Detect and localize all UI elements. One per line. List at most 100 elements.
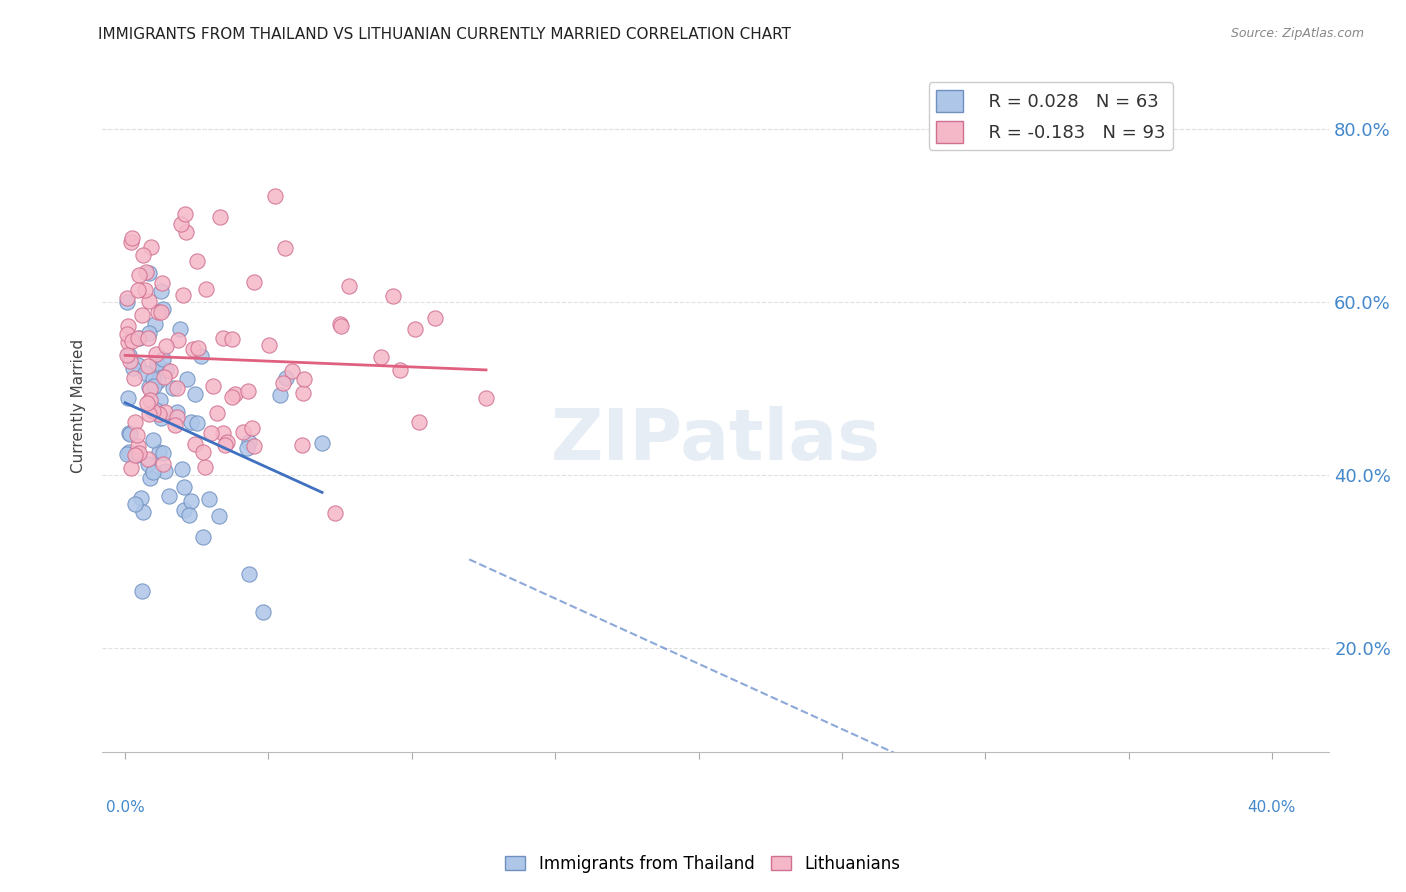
Point	[145, 361, 167, 376]
Point	[148, 445, 170, 459]
Point	[243, 275, 266, 289]
Point	[138, 326, 160, 340]
Point	[138, 452, 160, 467]
Point	[209, 210, 232, 224]
Point	[190, 349, 212, 363]
Point	[208, 509, 231, 524]
Point	[212, 425, 235, 440]
Point	[274, 371, 297, 385]
Point	[146, 356, 169, 370]
Point	[381, 289, 404, 303]
Point	[186, 342, 208, 356]
Point	[292, 372, 315, 386]
Point	[148, 305, 170, 319]
Point	[238, 566, 260, 581]
Point	[131, 505, 153, 519]
Point	[291, 438, 314, 452]
Point	[120, 235, 142, 249]
Point	[173, 479, 195, 493]
Point	[120, 461, 142, 475]
Point	[180, 494, 202, 508]
Point	[149, 392, 172, 407]
Point	[150, 276, 173, 290]
Point	[125, 428, 148, 442]
Text: Source: ZipAtlas.com: Source: ZipAtlas.com	[1230, 27, 1364, 40]
Point	[194, 459, 217, 474]
Point	[172, 288, 194, 302]
Point	[136, 457, 159, 471]
Point	[242, 421, 264, 435]
Point	[120, 427, 142, 442]
Point	[274, 241, 297, 255]
Point	[131, 583, 153, 598]
Point	[166, 409, 188, 424]
Point	[124, 448, 146, 462]
Point	[117, 335, 139, 350]
Point	[177, 508, 200, 522]
Point	[128, 446, 150, 460]
Point	[142, 465, 165, 479]
Point	[184, 387, 207, 401]
Point	[146, 374, 169, 388]
Point	[281, 364, 304, 378]
Point	[166, 381, 188, 395]
Point	[252, 605, 274, 619]
Point	[155, 363, 177, 377]
Point	[122, 371, 145, 385]
Point	[132, 248, 155, 262]
Point	[169, 322, 191, 336]
Text: IMMIGRANTS FROM THAILAND VS LITHUANIAN CURRENTLY MARRIED CORRELATION CHART: IMMIGRANTS FROM THAILAND VS LITHUANIAN C…	[98, 27, 792, 42]
Point	[475, 391, 498, 405]
Point	[115, 326, 138, 341]
Point	[142, 404, 165, 418]
Text: ZIPatlas: ZIPatlas	[551, 406, 880, 475]
Point	[115, 348, 138, 362]
Point	[263, 189, 285, 203]
Point	[138, 267, 160, 281]
Point	[135, 265, 157, 279]
Point	[186, 254, 208, 268]
Point	[170, 217, 193, 231]
Point	[127, 284, 149, 298]
Point	[194, 282, 217, 296]
Point	[127, 331, 149, 345]
Point	[124, 415, 146, 429]
Point	[271, 376, 294, 390]
Point	[152, 445, 174, 459]
Point	[152, 351, 174, 366]
Point	[150, 285, 173, 299]
Point	[176, 226, 198, 240]
Point	[236, 442, 259, 456]
Point	[186, 416, 208, 430]
Point	[329, 318, 352, 333]
Point	[134, 366, 156, 380]
Point	[142, 379, 165, 393]
Point	[134, 283, 156, 297]
Point	[242, 439, 264, 453]
Point	[148, 407, 170, 421]
Point	[202, 379, 225, 393]
Point	[149, 410, 172, 425]
Point	[423, 311, 446, 326]
Point	[138, 407, 160, 421]
Y-axis label: Currently Married: Currently Married	[72, 339, 86, 473]
Point	[408, 415, 430, 429]
Point	[166, 405, 188, 419]
Point	[136, 396, 159, 410]
Point	[153, 369, 176, 384]
Point	[131, 308, 153, 322]
Point	[325, 507, 347, 521]
Point	[145, 346, 167, 360]
Point	[127, 439, 149, 453]
Point	[117, 392, 139, 406]
Point	[238, 434, 260, 449]
Point	[259, 338, 281, 352]
Point	[142, 433, 165, 447]
Point	[153, 464, 176, 478]
Point	[120, 354, 142, 368]
Point	[115, 447, 138, 461]
Point	[129, 491, 152, 505]
Point	[221, 390, 243, 404]
Point	[217, 434, 239, 449]
Point	[212, 331, 235, 345]
